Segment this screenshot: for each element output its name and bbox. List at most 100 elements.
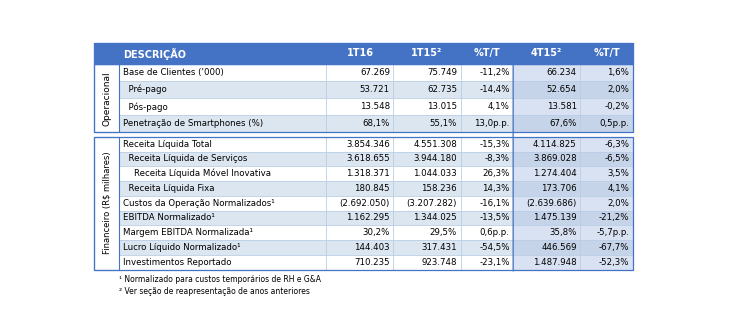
Bar	[581, 225, 633, 240]
Text: 4,1%: 4,1%	[608, 184, 630, 193]
Text: -16,1%: -16,1%	[479, 199, 510, 208]
Text: 3.854.346: 3.854.346	[346, 140, 390, 149]
Bar	[394, 98, 461, 115]
Bar	[461, 43, 513, 64]
Text: 66.234: 66.234	[547, 68, 577, 77]
Text: -11,2%: -11,2%	[479, 68, 510, 77]
Bar	[394, 225, 461, 240]
Text: Operacional: Operacional	[102, 71, 111, 125]
Text: 55,1%: 55,1%	[430, 119, 457, 129]
Bar	[394, 255, 461, 269]
Bar	[394, 81, 461, 98]
Bar	[119, 64, 326, 81]
Text: 173.706: 173.706	[541, 184, 577, 193]
Text: 3.618.655: 3.618.655	[346, 154, 390, 163]
Bar	[94, 137, 119, 151]
Bar	[581, 115, 633, 133]
Bar	[94, 115, 119, 133]
Text: -0,2%: -0,2%	[604, 102, 630, 111]
Bar	[513, 115, 581, 133]
Text: 1.344.025: 1.344.025	[413, 214, 457, 222]
Bar	[461, 115, 513, 133]
Text: -67,7%: -67,7%	[599, 243, 630, 252]
Text: 75.749: 75.749	[427, 68, 457, 77]
Text: Pré-pago: Pré-pago	[123, 85, 167, 95]
Text: 1.475.139: 1.475.139	[533, 214, 577, 222]
Text: 0,6p.p.: 0,6p.p.	[480, 228, 510, 237]
Bar	[94, 166, 119, 181]
Bar	[326, 81, 394, 98]
Text: 3.944.180: 3.944.180	[413, 154, 457, 163]
Text: 710.235: 710.235	[355, 258, 390, 267]
Bar	[461, 151, 513, 166]
Bar	[94, 43, 633, 64]
Bar	[326, 166, 394, 181]
Bar	[461, 210, 513, 225]
Bar	[513, 98, 581, 115]
Text: Receita Líquida Fixa: Receita Líquida Fixa	[123, 184, 215, 193]
Text: 3.869.028: 3.869.028	[533, 154, 577, 163]
Text: -14,4%: -14,4%	[479, 85, 510, 94]
Text: 1T16: 1T16	[346, 49, 373, 58]
Bar	[581, 196, 633, 210]
Text: 4T15²: 4T15²	[531, 49, 562, 58]
Bar	[581, 137, 633, 151]
Bar	[581, 151, 633, 166]
Bar	[119, 166, 326, 181]
Bar	[394, 115, 461, 133]
Bar	[119, 255, 326, 269]
Bar	[326, 137, 394, 151]
Bar	[119, 225, 326, 240]
Bar	[513, 196, 581, 210]
Bar	[581, 181, 633, 196]
Bar	[119, 115, 326, 133]
Text: 68,1%: 68,1%	[363, 119, 390, 129]
Bar	[513, 81, 581, 98]
Bar	[326, 151, 394, 166]
Bar	[326, 98, 394, 115]
Text: -21,2%: -21,2%	[599, 214, 630, 222]
Text: -52,3%: -52,3%	[599, 258, 630, 267]
Bar	[581, 81, 633, 98]
Bar	[394, 137, 461, 151]
Text: 13.015: 13.015	[427, 102, 457, 111]
Text: 67,6%: 67,6%	[550, 119, 577, 129]
Text: 13.581: 13.581	[547, 102, 577, 111]
Text: 3,5%: 3,5%	[608, 169, 630, 178]
Text: 0,5p.p.: 0,5p.p.	[599, 119, 630, 129]
Text: ¹ Normalizado para custos temporários de RH e G&A: ¹ Normalizado para custos temporários de…	[119, 276, 322, 285]
Text: 35,8%: 35,8%	[550, 228, 577, 237]
Bar	[581, 43, 633, 64]
Bar	[326, 43, 394, 64]
Text: ² Ver seção de reapresentação de anos anteriores: ² Ver seção de reapresentação de anos an…	[119, 287, 310, 296]
Text: 4.551.308: 4.551.308	[413, 140, 457, 149]
Bar	[513, 240, 581, 255]
Text: Financeiro (R$ milhares): Financeiro (R$ milhares)	[102, 152, 111, 255]
Bar	[94, 196, 119, 210]
Bar	[326, 64, 394, 81]
Text: 4.114.825: 4.114.825	[533, 140, 577, 149]
Bar	[94, 181, 119, 196]
Text: 180.845: 180.845	[355, 184, 390, 193]
Bar	[119, 81, 326, 98]
Bar	[326, 225, 394, 240]
Bar	[94, 64, 119, 133]
Bar	[94, 240, 119, 255]
Text: 62.735: 62.735	[427, 85, 457, 94]
Bar	[119, 181, 326, 196]
Text: Investimentos Reportado: Investimentos Reportado	[123, 258, 232, 267]
Bar	[94, 64, 119, 81]
Text: %T/T: %T/T	[474, 49, 500, 58]
Bar	[119, 43, 326, 64]
Text: 923.748: 923.748	[422, 258, 457, 267]
Bar	[461, 196, 513, 210]
Bar	[94, 133, 678, 137]
Bar	[119, 137, 326, 151]
Bar	[461, 137, 513, 151]
Bar	[513, 43, 581, 64]
Text: Penetração de Smartphones (%): Penetração de Smartphones (%)	[123, 119, 264, 129]
Text: 4,1%: 4,1%	[488, 102, 510, 111]
Text: 1T15²: 1T15²	[411, 49, 443, 58]
Text: -15,3%: -15,3%	[479, 140, 510, 149]
Bar	[581, 255, 633, 269]
